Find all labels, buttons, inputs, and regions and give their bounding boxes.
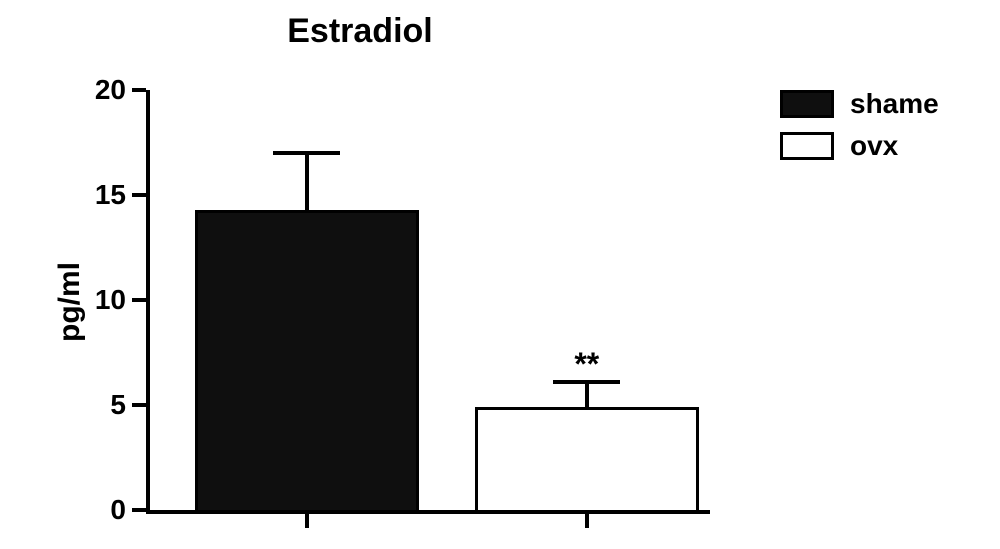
legend: shame ovx bbox=[780, 88, 939, 172]
y-tick-label: 0 bbox=[76, 494, 132, 526]
y-tick: 0 bbox=[76, 493, 146, 527]
bar-shame bbox=[195, 210, 419, 510]
y-axis-line bbox=[146, 90, 150, 514]
legend-item: ovx bbox=[780, 130, 939, 162]
chart-stage: { "canvas": { "width": 1000, "height": 5… bbox=[0, 0, 1000, 549]
bar-ovx bbox=[475, 407, 699, 510]
y-tick: 10 bbox=[76, 283, 146, 317]
y-tick-mark bbox=[132, 298, 146, 302]
y-tick: 5 bbox=[76, 388, 146, 422]
significance-marker: ** bbox=[475, 346, 699, 383]
legend-label: ovx bbox=[850, 130, 898, 162]
legend-swatch bbox=[780, 90, 834, 118]
y-tick-mark bbox=[132, 193, 146, 197]
y-tick-mark bbox=[132, 88, 146, 92]
y-tick-mark bbox=[132, 403, 146, 407]
y-tick: 20 bbox=[76, 73, 146, 107]
errorbar-stem bbox=[585, 382, 589, 407]
y-tick-label: 10 bbox=[76, 284, 132, 316]
y-tick-label: 20 bbox=[76, 74, 132, 106]
errorbar-stem bbox=[305, 153, 309, 210]
legend-label: shame bbox=[850, 88, 939, 120]
legend-item: shame bbox=[780, 88, 939, 120]
y-tick-mark bbox=[132, 508, 146, 512]
y-tick-label: 15 bbox=[76, 179, 132, 211]
x-axis-line bbox=[146, 510, 710, 514]
y-tick-label: 5 bbox=[76, 389, 132, 421]
x-tick-mark bbox=[305, 514, 309, 528]
x-tick-mark bbox=[585, 514, 589, 528]
chart-title: Estradiol bbox=[0, 12, 720, 51]
legend-swatch bbox=[780, 132, 834, 160]
plot-area: pg/ml 05101520** bbox=[150, 90, 710, 510]
y-tick: 15 bbox=[76, 178, 146, 212]
errorbar-cap bbox=[273, 151, 340, 155]
